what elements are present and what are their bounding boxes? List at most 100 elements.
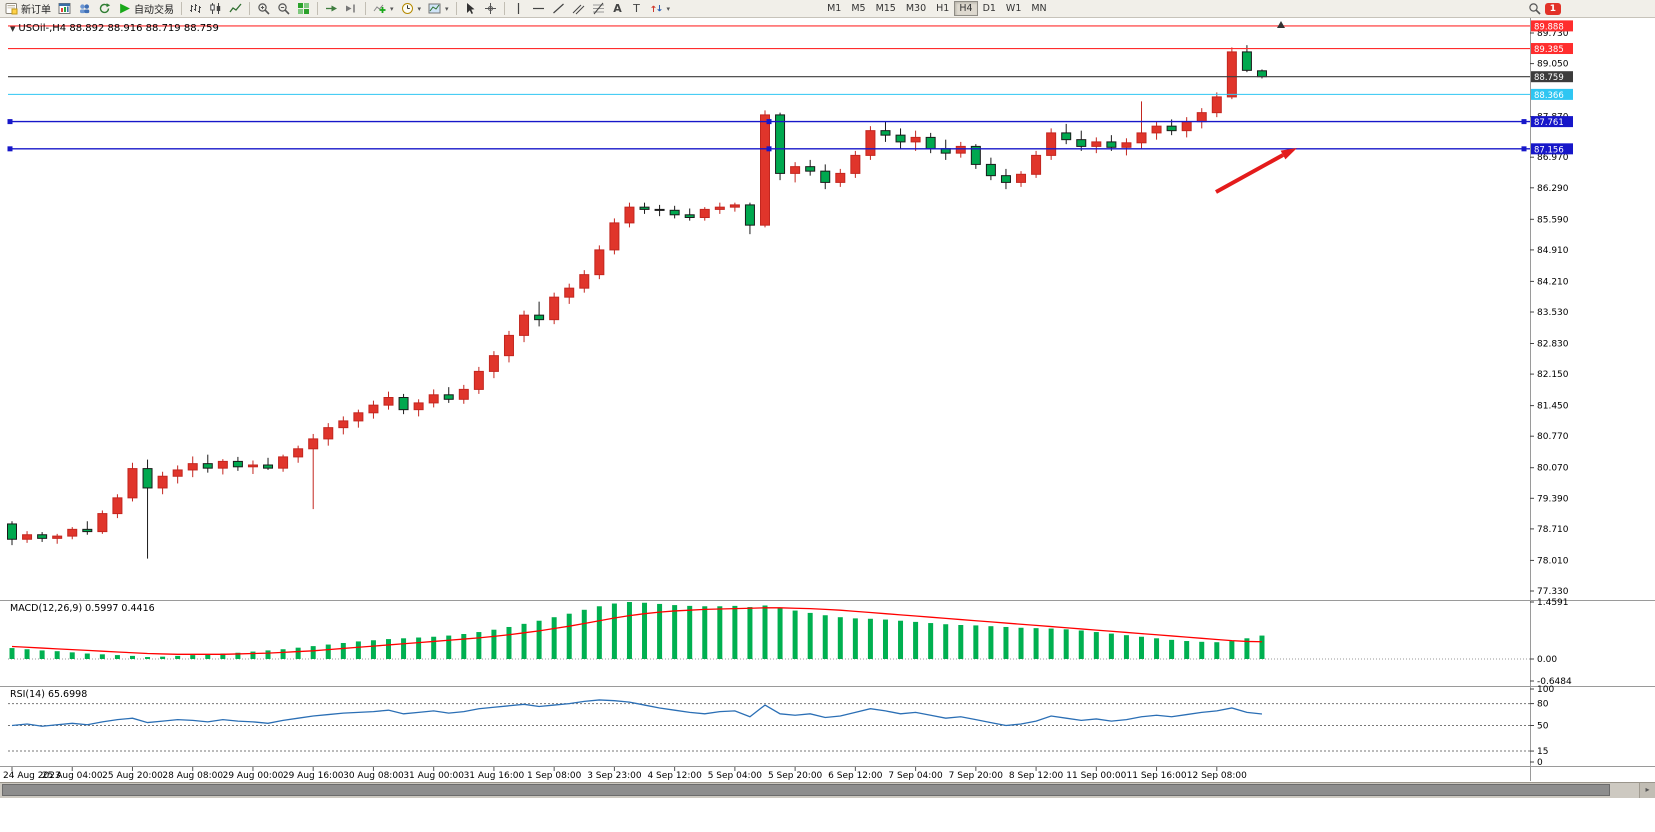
timeframe-button-m1[interactable]: M1 bbox=[822, 1, 846, 16]
candle-body bbox=[790, 166, 801, 174]
trend-arrow-annotation[interactable] bbox=[1215, 148, 1297, 194]
tile-windows-button[interactable] bbox=[294, 1, 313, 17]
bar-chart-type-button[interactable] bbox=[186, 1, 205, 17]
candle-body bbox=[157, 475, 168, 489]
macd-histogram-bar bbox=[1139, 636, 1144, 659]
arrows-tool-button[interactable]: ▾ bbox=[647, 1, 674, 17]
timeframe-button-w1[interactable]: W1 bbox=[1001, 1, 1026, 16]
macd-histogram-bar bbox=[973, 625, 979, 659]
macd-histogram-bar bbox=[491, 629, 497, 659]
macd-histogram-bar bbox=[1018, 627, 1024, 659]
rsi-axis-label: 0 bbox=[1537, 758, 1543, 768]
periods-button[interactable]: ▾ bbox=[398, 1, 425, 17]
timeframe-button-m15[interactable]: M15 bbox=[871, 1, 901, 16]
text-tool-button[interactable]: A bbox=[609, 1, 627, 17]
macd-histogram-bar bbox=[657, 603, 663, 659]
chart-shift-marker[interactable] bbox=[1277, 21, 1285, 28]
crosshair-tool-button[interactable] bbox=[481, 1, 500, 17]
timeframe-button-m30[interactable]: M30 bbox=[901, 1, 931, 16]
scrollbar-right-button[interactable]: ▸ bbox=[1639, 783, 1655, 798]
cursor-icon bbox=[466, 3, 475, 14]
candlestick-chart-icon bbox=[210, 3, 221, 14]
time-axis-label: 1 Sep 08:00 bbox=[527, 771, 582, 781]
new-order-button[interactable]: 新订单 bbox=[2, 1, 54, 17]
notification-badge[interactable]: 1 bbox=[1544, 2, 1561, 15]
line-chart-type-button[interactable] bbox=[226, 1, 245, 17]
candle-body bbox=[22, 534, 33, 540]
macd-histogram-bar bbox=[626, 602, 632, 659]
macd-histogram-bar bbox=[642, 602, 648, 659]
price-axis-label: 82.150 bbox=[1537, 370, 1569, 380]
autotrade-button[interactable]: 自动交易 bbox=[115, 1, 177, 17]
macd-histogram-bar bbox=[551, 617, 557, 659]
resistance-line-1-price-tag-label: 89.888 bbox=[1534, 22, 1564, 32]
candlestick-chart-type-button[interactable] bbox=[206, 1, 225, 17]
time-axis-label: 28 Aug 08:00 bbox=[162, 771, 223, 781]
chart-shift-button[interactable] bbox=[342, 1, 361, 17]
blue-support-line-1-handle[interactable] bbox=[1521, 119, 1527, 125]
macd-histogram-bar bbox=[611, 603, 617, 659]
horizontal-line-tool-button[interactable] bbox=[529, 1, 548, 17]
vertical-line-tool-button[interactable] bbox=[509, 1, 528, 17]
macd-histogram-bar bbox=[265, 650, 271, 659]
arrows-tool-icon bbox=[650, 5, 662, 12]
candle-body bbox=[1046, 132, 1057, 156]
blue-support-line-2-handle[interactable] bbox=[766, 146, 772, 152]
horizontal-scrollbar[interactable]: ▸ bbox=[0, 782, 1655, 798]
dropdown-arrow-icon: ▾ bbox=[666, 4, 671, 13]
scrollbar-thumb[interactable] bbox=[2, 784, 1610, 796]
candle-body bbox=[955, 145, 966, 154]
search-button[interactable] bbox=[1525, 1, 1544, 17]
profiles-button[interactable] bbox=[75, 1, 94, 17]
macd-histogram-bar bbox=[476, 632, 482, 659]
macd-histogram-bar bbox=[988, 626, 994, 659]
candle-body bbox=[1211, 96, 1222, 114]
macd-histogram-bar bbox=[160, 656, 166, 659]
horizontal-line-icon bbox=[532, 7, 544, 10]
auto-scroll-button[interactable] bbox=[322, 1, 341, 17]
arrow-shaft[interactable] bbox=[1215, 153, 1284, 194]
price-scale[interactable]: 89.73089.05087.87086.97086.29085.59084.9… bbox=[1530, 29, 1569, 597]
time-axis-label: 25 Aug 04:00 bbox=[42, 771, 103, 781]
timeframe-button-h1[interactable]: H1 bbox=[931, 1, 954, 16]
blue-support-line-2-handle[interactable] bbox=[1521, 146, 1527, 152]
label-tool-button[interactable]: T bbox=[628, 1, 646, 17]
zoom-in-button[interactable] bbox=[254, 1, 273, 17]
candle-body bbox=[323, 427, 334, 440]
macd-histogram-bar bbox=[1003, 626, 1009, 659]
autotrade-play-icon bbox=[120, 3, 130, 14]
macd-histogram-bar bbox=[1214, 642, 1220, 659]
macd-histogram-bar bbox=[1259, 635, 1265, 659]
timeframe-button-m5[interactable]: M5 bbox=[846, 1, 870, 16]
blue-support-line-1-handle[interactable] bbox=[766, 119, 772, 125]
blue-support-line-2-price-tag bbox=[1531, 143, 1573, 155]
refresh-button[interactable] bbox=[95, 1, 114, 17]
timeframe-button-h4[interactable]: H4 bbox=[954, 1, 978, 16]
candle-body bbox=[579, 274, 590, 289]
candle-body bbox=[263, 464, 274, 469]
macd-histogram-bar bbox=[777, 608, 783, 659]
trendline-tool-button[interactable] bbox=[549, 1, 568, 17]
cursor-tool-button[interactable] bbox=[461, 1, 480, 17]
fibonacci-tool-button[interactable] bbox=[589, 1, 608, 17]
arrow-head[interactable] bbox=[1280, 148, 1297, 160]
chart-shift-icon bbox=[346, 4, 355, 13]
macd-histogram-bar bbox=[1093, 632, 1099, 659]
indicators-button[interactable]: ▾ bbox=[370, 1, 397, 17]
blue-support-line-2-handle[interactable] bbox=[7, 146, 13, 152]
channel-tool-button[interactable] bbox=[569, 1, 588, 17]
collapse-triangle-icon[interactable]: ▼ bbox=[10, 24, 16, 33]
timeframe-button-d1[interactable]: D1 bbox=[978, 1, 1001, 16]
time-axis-label: 6 Sep 12:00 bbox=[828, 771, 883, 781]
templates-button[interactable]: ▾ bbox=[425, 1, 452, 17]
chart-window-button[interactable] bbox=[55, 1, 74, 17]
time-axis-label: 3 Sep 23:00 bbox=[587, 771, 642, 781]
zoom-out-button[interactable] bbox=[274, 1, 293, 17]
blue-support-line-1-handle[interactable] bbox=[7, 119, 13, 125]
macd-axis-label: 1.4591 bbox=[1537, 598, 1569, 608]
timeframe-button-mn[interactable]: MN bbox=[1026, 1, 1051, 16]
price-axis-label: 84.210 bbox=[1537, 277, 1569, 287]
auto-scroll-icon bbox=[326, 5, 337, 12]
